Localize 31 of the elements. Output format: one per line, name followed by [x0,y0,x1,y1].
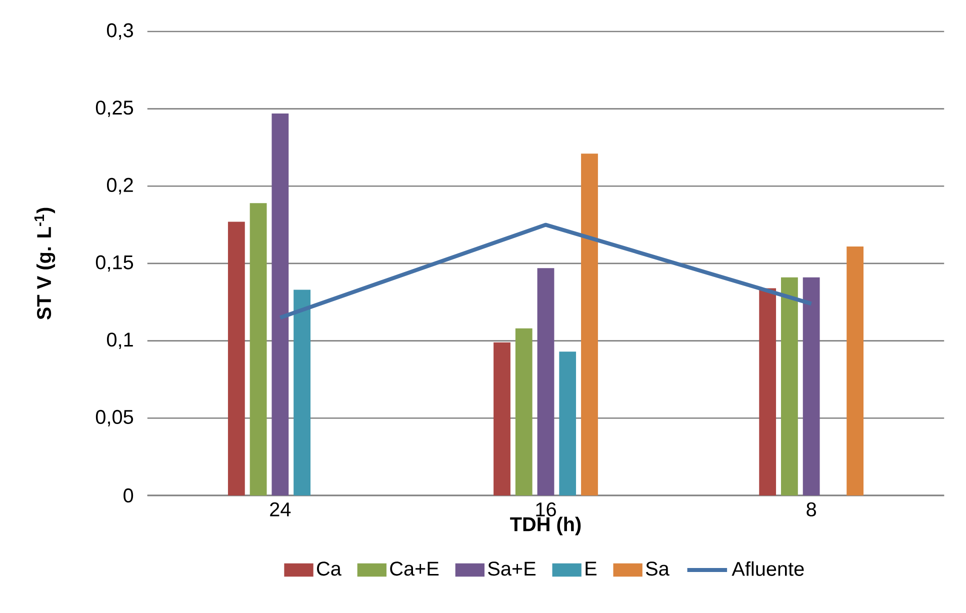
bar [537,268,554,496]
y-tick-label: 0,3 [106,23,133,40]
y-tick-label: 0,1 [106,332,133,349]
legend-label: Sa+E [488,561,536,576]
bar [515,328,532,496]
bar [494,342,510,496]
bar [581,153,598,496]
bar [846,246,864,496]
y-tick-label: 0,15 [96,255,134,272]
y-tick-label: 0,25 [96,100,134,117]
bar [250,202,267,496]
y-axis-title: ST V (g. L$^{-1}$) [34,208,56,320]
legend-label: Ca [317,561,342,576]
x-tick-label: 16 [536,502,556,516]
bar [559,351,576,496]
x-axis-title: TDH (h) [510,516,581,536]
bar [759,288,776,496]
legend-label: Ca+E [390,561,439,576]
bar [294,290,310,496]
x-tick-label: 8 [806,502,816,516]
bar [781,277,798,496]
bar [228,221,245,496]
legend-label: E [586,562,596,576]
y-tick-label: 0,2 [106,178,133,194]
legend-label: Afluente [732,561,804,576]
bar [802,277,820,496]
legend-label: Sa [646,561,670,576]
y-tick-label: 0,05 [96,410,134,426]
bar [272,113,289,496]
x-tick-label: 24 [270,502,291,516]
y-tick-label: 0 [124,488,134,502]
